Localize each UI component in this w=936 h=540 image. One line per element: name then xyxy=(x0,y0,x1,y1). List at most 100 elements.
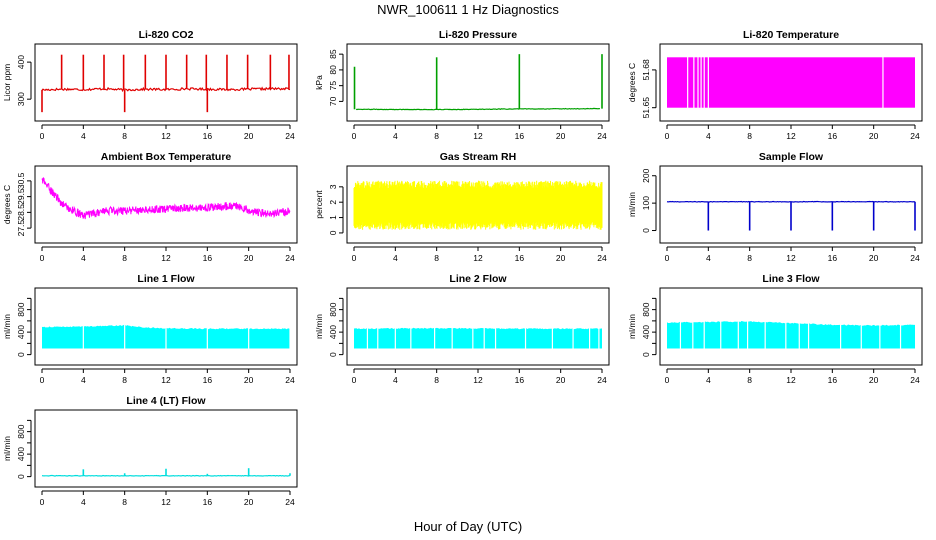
y-axis: 0 400 800 xyxy=(641,297,657,357)
x-tick-label: 20 xyxy=(244,131,254,141)
y-axis: 0 400 800 xyxy=(16,297,32,357)
panel-line-3-flow: Line 3 Flow ml/min 0 4 8 12 16 20 24 0 400 800 xyxy=(627,273,923,385)
x-tick-label: 0 xyxy=(40,375,45,385)
x-tick-label: 16 xyxy=(515,375,525,385)
x-tick-label: 4 xyxy=(393,253,398,263)
x-tick-label: 8 xyxy=(434,131,439,141)
x-tick-label: 20 xyxy=(244,375,254,385)
x-axis: 0 4 8 12 16 20 24 xyxy=(665,124,920,141)
x-tick-label: 8 xyxy=(434,375,439,385)
x-tick-label: 0 xyxy=(40,253,45,263)
x-tick-label: 16 xyxy=(828,253,838,263)
y-tick-label: 300 xyxy=(16,92,26,106)
x-tick-label: 12 xyxy=(473,131,483,141)
y-axis-label: ml/min xyxy=(627,314,637,339)
x-tick-label: 16 xyxy=(203,497,213,507)
y-tick-label: 75 xyxy=(328,81,338,91)
flow-band xyxy=(667,321,915,349)
x-tick-label: 4 xyxy=(81,375,86,385)
plot-frame xyxy=(346,43,610,122)
y-tick-label: 0 xyxy=(16,352,26,357)
panel-title: Line 1 Flow xyxy=(137,273,195,285)
panel-li-820-temperature: Li-820 Temperature degrees C 0 4 8 12 16 20 24 51… xyxy=(627,29,923,141)
x-tick-label: 12 xyxy=(473,375,483,385)
x-tick-label: 12 xyxy=(473,253,483,263)
plot-frame xyxy=(34,43,298,122)
y-axis: 70 75 80 85 xyxy=(328,49,344,106)
y-tick-label: 51.65 xyxy=(641,97,651,119)
y-tick-label: 30.5 xyxy=(16,172,26,189)
x-tick-label: 20 xyxy=(556,375,566,385)
y-tick-label: 1 xyxy=(328,215,338,220)
plot-data xyxy=(41,177,291,220)
x-tick-label: 12 xyxy=(786,253,796,263)
x-tick-label: 20 xyxy=(244,497,254,507)
x-axis: 0 4 8 12 16 20 24 xyxy=(40,490,295,507)
x-tick-label: 4 xyxy=(81,253,86,263)
y-axis: 300 400 xyxy=(16,55,32,106)
y-tick-label: 29.5 xyxy=(16,188,26,205)
x-tick-label: 0 xyxy=(352,131,357,141)
x-tick-label: 0 xyxy=(40,497,45,507)
x-tick-label: 24 xyxy=(285,375,295,385)
y-axis: 0 1 2 3 xyxy=(328,184,344,235)
y-tick-label: 800 xyxy=(641,302,651,316)
x-tick-label: 24 xyxy=(285,131,295,141)
plot-frame xyxy=(659,43,923,122)
x-axis: 0 4 8 12 16 20 24 xyxy=(665,246,920,263)
panel-title: Line 4 (LT) Flow xyxy=(126,395,206,407)
y-axis: 51.65 51.68 xyxy=(641,59,657,119)
y-tick-label: 80 xyxy=(328,65,338,75)
y-tick-label: 0 xyxy=(641,228,651,233)
y-tick-label: 70 xyxy=(328,96,338,106)
plot-data xyxy=(354,293,602,360)
x-tick-label: 16 xyxy=(828,131,838,141)
x-axis: 0 4 8 12 16 20 24 xyxy=(352,368,607,385)
panel-title: Li-820 Pressure xyxy=(439,29,517,41)
x-tick-label: 24 xyxy=(597,131,607,141)
y-tick-label: 800 xyxy=(328,302,338,316)
plot-frame xyxy=(346,165,610,244)
x-axis: 0 4 8 12 16 20 24 xyxy=(40,368,295,385)
x-tick-label: 16 xyxy=(515,131,525,141)
x-axis: 0 4 8 12 16 20 24 xyxy=(665,368,920,385)
x-tick-label: 24 xyxy=(285,253,295,263)
x-tick-label: 24 xyxy=(597,253,607,263)
x-axis: 0 4 8 12 16 20 24 xyxy=(352,124,607,141)
x-tick-label: 16 xyxy=(828,375,838,385)
y-tick-label: 400 xyxy=(16,55,26,69)
y-tick-label: 400 xyxy=(328,325,338,339)
x-axis: 0 4 8 12 16 20 24 xyxy=(40,246,295,263)
y-axis: 0 100 200 xyxy=(641,168,657,233)
y-axis-label: ml/min xyxy=(627,192,637,217)
y-axis-label: degrees C xyxy=(2,185,12,224)
y-tick-label: 800 xyxy=(16,302,26,316)
x-tick-label: 0 xyxy=(665,375,670,385)
x-tick-label: 4 xyxy=(706,375,711,385)
y-tick-label: 800 xyxy=(16,424,26,438)
x-tick-label: 20 xyxy=(869,253,879,263)
panel-title: Line 2 Flow xyxy=(449,273,507,285)
y-tick-label: 100 xyxy=(641,196,651,210)
y-axis: 0 400 800 xyxy=(328,297,344,357)
x-tick-label: 8 xyxy=(122,131,127,141)
x-tick-label: 24 xyxy=(597,375,607,385)
x-axis: 0 4 8 12 16 20 24 xyxy=(352,246,607,263)
panel-title: Li-820 Temperature xyxy=(743,29,839,41)
panel-line-1-flow: Line 1 Flow ml/min 0 4 8 12 16 20 24 0 400 800 xyxy=(2,273,298,385)
plot-frame xyxy=(34,409,298,488)
x-tick-label: 12 xyxy=(161,253,171,263)
x-tick-label: 16 xyxy=(203,253,213,263)
panel-title: Ambient Box Temperature xyxy=(101,151,232,163)
x-tick-label: 24 xyxy=(285,497,295,507)
y-tick-label: 0 xyxy=(16,474,26,479)
y-tick-label: 27.5 xyxy=(16,220,26,237)
x-tick-label: 4 xyxy=(706,253,711,263)
y-tick-label: 400 xyxy=(16,447,26,461)
x-tick-label: 4 xyxy=(393,375,398,385)
y-axis-label: ml/min xyxy=(314,314,324,339)
y-axis-label: kPa xyxy=(314,75,324,90)
x-tick-label: 4 xyxy=(706,131,711,141)
x-tick-label: 12 xyxy=(786,131,796,141)
